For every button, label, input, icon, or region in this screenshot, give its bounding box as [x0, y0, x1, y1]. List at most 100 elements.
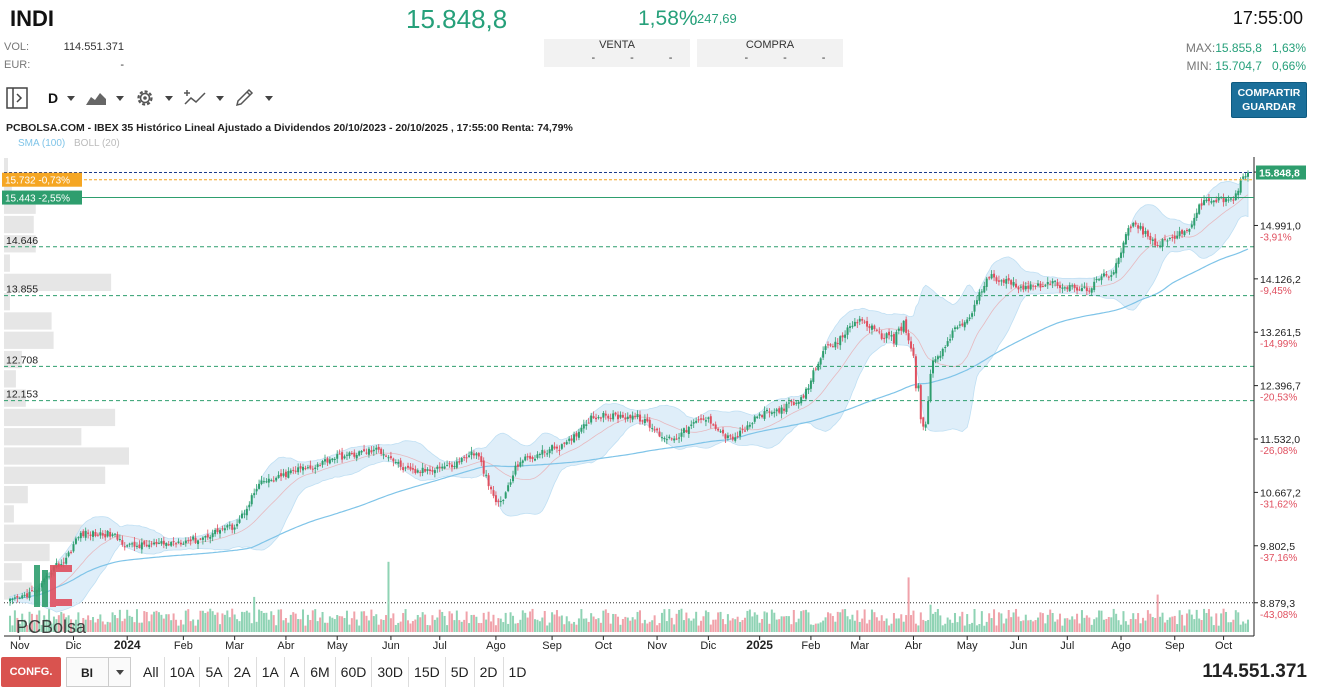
candle-body — [853, 321, 856, 327]
period-1d[interactable]: 1D — [508, 664, 527, 680]
volume-bar — [184, 610, 187, 632]
volume-bar — [1188, 609, 1191, 632]
volume-bar — [978, 624, 981, 632]
candle-body — [956, 327, 959, 329]
candle-body — [1163, 238, 1166, 240]
period-15d[interactable]: 15D — [409, 657, 446, 687]
period-6m[interactable]: 6M — [305, 657, 336, 687]
volume-bar — [839, 612, 842, 632]
candle-body — [1159, 245, 1162, 247]
candle-body — [326, 458, 329, 463]
volume-bar — [831, 615, 834, 632]
candle-body — [656, 428, 659, 431]
volume-bar — [736, 616, 739, 632]
volume-bar — [614, 614, 617, 632]
volume-bar — [414, 619, 417, 632]
period-5a[interactable]: 5A — [200, 657, 229, 687]
candle-body — [780, 407, 783, 414]
candle-body — [1132, 223, 1135, 227]
candle-body — [1142, 226, 1145, 235]
candle-body — [619, 414, 622, 418]
volume-bar — [309, 620, 312, 632]
candle-body — [685, 429, 688, 433]
candle-body — [785, 403, 788, 412]
current-price-label: 15.848,8 — [1259, 168, 1300, 180]
volume-bar — [48, 609, 51, 632]
period-10a[interactable]: 10A — [165, 657, 201, 687]
volume-bar — [431, 615, 434, 632]
volume-bar — [35, 614, 38, 632]
candle-body — [997, 280, 1000, 282]
candle-body — [321, 461, 324, 465]
candle-body — [753, 416, 756, 422]
candle-body — [170, 542, 173, 546]
volume-bar — [746, 610, 749, 632]
compra-cell: - — [821, 52, 826, 64]
share-save-button[interactable]: COMPARTIR GUARDAR — [1231, 82, 1307, 118]
drawing-tools-button[interactable] — [234, 85, 274, 111]
sidebar-toggle-button[interactable] — [4, 85, 30, 111]
candle-body — [294, 470, 297, 472]
candle-body — [900, 326, 903, 331]
volume-bar — [28, 611, 31, 632]
period-2d[interactable]: 2D — [475, 657, 504, 687]
period-select-button[interactable]: D — [40, 85, 76, 111]
volume-bar — [175, 619, 178, 632]
candle-body — [287, 471, 290, 478]
volume-bar — [617, 616, 620, 632]
candle-body — [966, 319, 969, 324]
candle-body — [175, 543, 178, 545]
volume-bar — [189, 621, 192, 632]
volume-bar — [223, 614, 226, 632]
volume-bar — [1232, 619, 1235, 632]
candle-body — [304, 468, 307, 470]
candle-body — [1080, 288, 1083, 291]
settings-button[interactable] — [134, 85, 174, 111]
volume-bar — [902, 621, 905, 632]
period-1a[interactable]: 1A — [257, 657, 285, 687]
config-button[interactable]: CONFG. — [1, 657, 61, 687]
volume-bar — [443, 615, 446, 632]
volume-bar — [328, 616, 331, 632]
period-2a[interactable]: 2A — [229, 657, 257, 687]
volume-bar — [482, 612, 485, 632]
period-5d[interactable]: 5D — [446, 657, 475, 687]
period-30d[interactable]: 30D — [372, 657, 410, 687]
chart-type-button[interactable] — [85, 85, 125, 111]
scale-select[interactable]: BI — [66, 657, 131, 687]
volume-bar — [1156, 594, 1159, 632]
volume-bar — [299, 619, 302, 632]
candle-body — [260, 480, 263, 484]
candle-body — [475, 453, 478, 456]
period-all[interactable]: All — [138, 657, 165, 687]
volume-bar — [863, 609, 866, 632]
candle-body — [858, 318, 861, 322]
volume-bar — [787, 616, 790, 632]
volume-bar — [1146, 610, 1149, 632]
candle-body — [734, 437, 737, 441]
x-tick-label: Dic — [66, 640, 82, 652]
candle-body — [607, 415, 610, 419]
volume-bar — [1117, 620, 1120, 632]
period-60d[interactable]: 60D — [336, 657, 373, 687]
volume-bar — [87, 615, 90, 632]
price-chart[interactable]: PCBOLSA.COM - IBEX 35 Histórico Lineal A… — [0, 118, 1322, 654]
bollinger-middle-line — [9, 194, 1249, 600]
current-price-tag — [1256, 165, 1306, 180]
volume-bar — [277, 609, 280, 632]
indicators-button[interactable] — [183, 85, 225, 111]
volume-bar — [265, 612, 268, 632]
period-a[interactable]: A — [285, 657, 306, 687]
candle-body — [87, 532, 90, 534]
candle-body — [421, 467, 424, 473]
volume-bar — [448, 611, 451, 632]
volume-bar — [1168, 617, 1171, 632]
volume-bar — [143, 611, 146, 632]
volume-bar — [106, 621, 109, 632]
candle-body — [917, 385, 920, 389]
volume-bar — [79, 624, 82, 632]
candle-body — [873, 325, 876, 330]
candle-body — [160, 541, 163, 544]
compra-cell: - — [783, 52, 787, 64]
volume-profile-bar — [4, 331, 54, 349]
